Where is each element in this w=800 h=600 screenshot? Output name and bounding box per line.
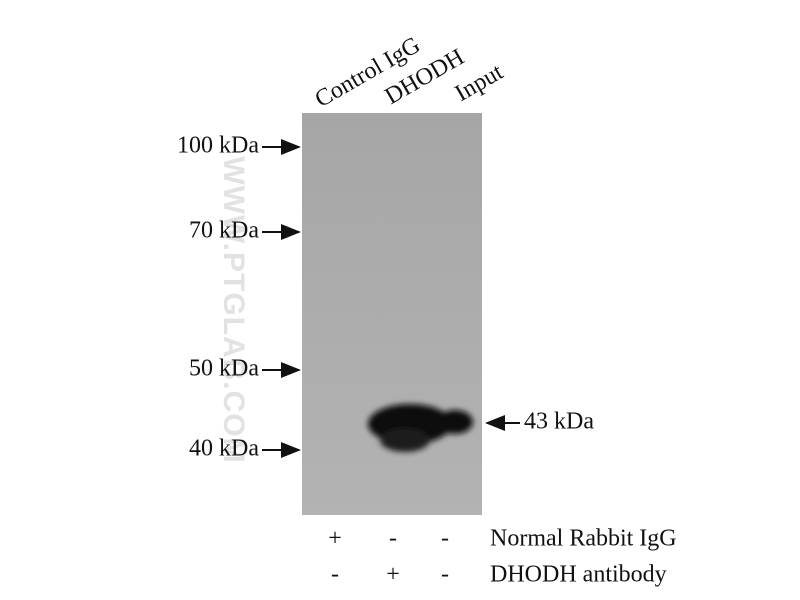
blot <box>302 113 482 515</box>
watermark: WWW.PTGLAB.COM <box>217 156 250 463</box>
sign: + <box>328 526 342 552</box>
marker-label: 40 kDa <box>189 436 259 462</box>
sign: - <box>441 562 449 588</box>
band <box>368 404 473 452</box>
band-label: 43 kDa <box>524 409 594 435</box>
marker-label: 50 kDa <box>189 356 259 382</box>
condition-label: Normal Rabbit IgG <box>490 526 677 552</box>
marker-label: 100 kDa <box>177 133 259 159</box>
sign: - <box>331 562 339 588</box>
sign: + <box>386 562 400 588</box>
condition-label: DHODH antibody <box>490 562 667 588</box>
marker-label: 70 kDa <box>189 218 259 244</box>
sign: - <box>389 526 397 552</box>
sign: - <box>441 526 449 552</box>
